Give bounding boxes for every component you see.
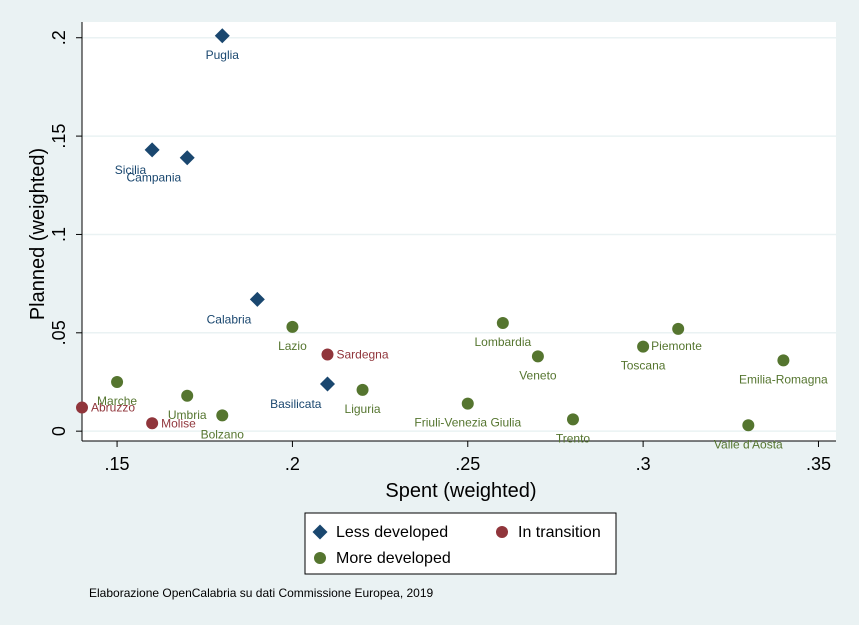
grid-lines: [82, 36, 836, 432]
label-lazio: Lazio: [278, 339, 307, 353]
point-lazio: [286, 320, 299, 333]
label-campania: Campania: [127, 171, 182, 185]
point-liguria: [356, 383, 369, 396]
point-toscana: [637, 340, 650, 353]
y-tick-label: .05: [49, 320, 69, 345]
point-marche: [111, 375, 124, 388]
x-tick-label: .2: [285, 454, 300, 474]
label-calabria: Calabria: [207, 312, 252, 326]
legend-box: [304, 512, 617, 575]
x-axis-title: Spent (weighted): [385, 480, 536, 502]
label-liguria: Liguria: [345, 402, 381, 416]
point-sardegna: [321, 348, 334, 361]
point-basilicata: [319, 376, 335, 392]
y-tick-label: .15: [49, 124, 69, 149]
label-abruzzo: Abruzzo: [91, 401, 135, 415]
y-tick-label: .2: [49, 30, 69, 45]
legend-label: Less developed: [336, 524, 448, 541]
label-valle-d-aosta: Valle d'Aosta: [714, 437, 783, 451]
label-veneto: Veneto: [519, 368, 557, 382]
point-puglia: [214, 28, 230, 44]
point-molise: [146, 417, 159, 430]
label-bolzano: Bolzano: [201, 427, 245, 441]
legend-marker-1: [496, 526, 508, 538]
legend: Less developed In transition More develope…: [304, 512, 617, 575]
point-lombardia: [496, 316, 509, 329]
label-piemonte: Piemonte: [651, 339, 702, 353]
x-tick-label: .3: [636, 454, 651, 474]
legend-items: Less developed In transition More develope…: [312, 524, 601, 567]
label-umbria: Umbria: [168, 408, 207, 422]
label-sicilia: Sicilia: [115, 163, 147, 177]
point-friuli-venezia-giulia: [461, 397, 474, 410]
label-sardegna: Sardegna: [336, 347, 388, 361]
label-basilicata: Basilicata: [270, 397, 322, 411]
label-trento: Trento: [556, 431, 591, 445]
axes: [81, 22, 836, 442]
legend-marker-0: [312, 524, 328, 540]
point-veneto: [531, 350, 544, 363]
label-molise: Molise: [161, 416, 196, 430]
point-abruzzo: [76, 401, 88, 414]
label-lombardia: Lombardia: [474, 335, 531, 349]
axis-ticks: 0 .05 .1 .15 .2 .15 .2 .25 .3 .35: [49, 30, 831, 474]
x-tick-label: .25: [455, 454, 480, 474]
point-umbria: [181, 389, 194, 402]
source-note: Elaborazione OpenCalabria su dati Commis…: [89, 586, 434, 600]
point-emilia-romagna: [777, 354, 790, 367]
point-trento: [566, 413, 579, 426]
legend-marker-2: [314, 552, 326, 564]
point-sicilia: [144, 142, 160, 158]
x-tick-label: .15: [105, 454, 130, 474]
plot-area: [82, 22, 836, 441]
label-friuli-venezia-giulia: Friuli-Venezia Giulia: [414, 416, 521, 430]
legend-label: In transition: [518, 524, 601, 541]
point-campania: [179, 150, 195, 166]
point-calabria: [249, 291, 265, 307]
label-marche: Marche: [97, 394, 137, 408]
point-piemonte: [672, 322, 685, 335]
legend-label: More developed: [336, 550, 451, 567]
y-tick-label: .1: [49, 227, 69, 242]
label-emilia-romagna: Emilia-Romagna: [739, 372, 828, 386]
data-points: [76, 28, 790, 432]
y-axis-title: Planned (weighted): [27, 148, 49, 320]
label-puglia: Puglia: [206, 48, 240, 62]
point-bolzano: [216, 409, 229, 422]
label-toscana: Toscana: [621, 359, 666, 373]
x-tick-label: .35: [806, 454, 831, 474]
point-valle-d-aosta: [742, 419, 755, 432]
y-tick-label: 0: [49, 426, 69, 436]
